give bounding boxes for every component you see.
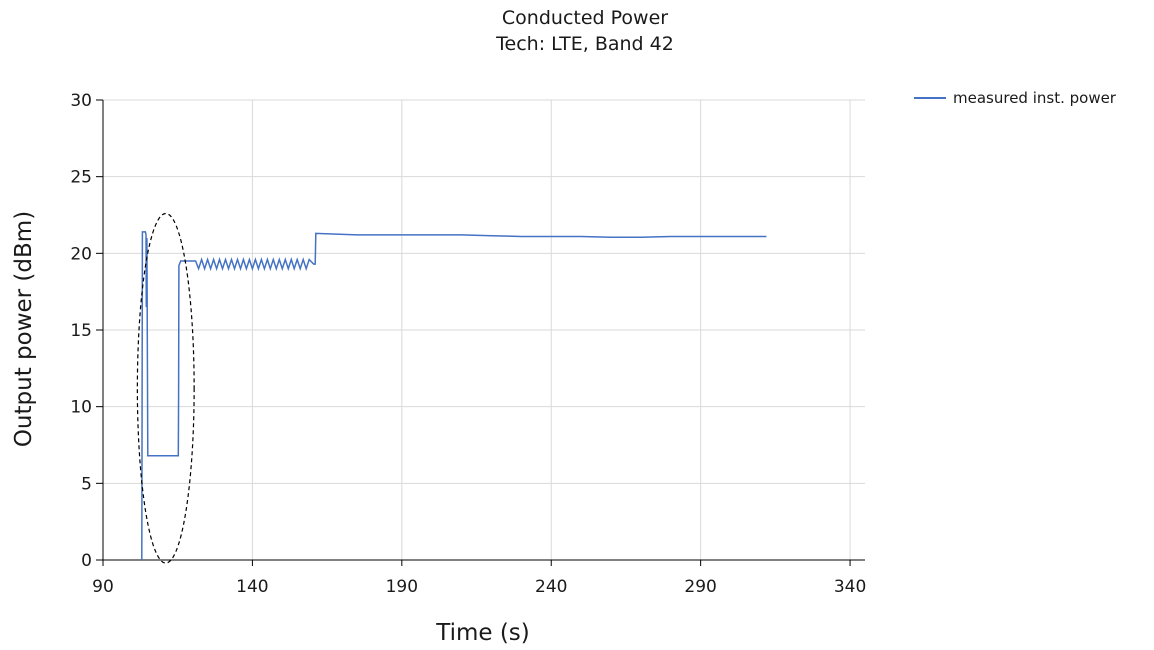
grid xyxy=(103,99,865,560)
x-tick-label: 90 xyxy=(92,577,114,597)
y-tick-label: 0 xyxy=(81,551,92,571)
chart-title: Conducted Power xyxy=(502,7,668,29)
annotation-layer xyxy=(136,212,195,564)
annotation-ellipse xyxy=(136,212,195,564)
x-tick-label: 190 xyxy=(386,577,418,597)
tick-labels: 0 5 10 15 20 25 30 90 140 190 240 290 340 xyxy=(70,91,866,597)
y-tick-label: 25 xyxy=(70,168,92,188)
x-tick-label: 240 xyxy=(535,577,567,597)
x-tick-label: 290 xyxy=(684,577,716,597)
legend: measured inst. power xyxy=(914,89,1117,107)
x-tick-label: 340 xyxy=(834,577,866,597)
axes xyxy=(96,99,865,566)
y-tick-label: 10 xyxy=(70,398,92,418)
y-tick-label: 30 xyxy=(70,91,92,111)
chart-subtitle: Tech: LTE, Band 42 xyxy=(495,33,674,55)
y-tick-label: 20 xyxy=(70,244,92,264)
series-layer xyxy=(141,231,767,561)
legend-label: measured inst. power xyxy=(953,89,1117,107)
y-axis-label: Output power (dBm) xyxy=(11,211,37,447)
x-tick-label: 140 xyxy=(236,577,268,597)
y-tick-label: 5 xyxy=(81,474,92,494)
y-tick-label: 15 xyxy=(70,321,92,341)
series-line xyxy=(141,231,767,561)
x-axis-label: Time (s) xyxy=(435,620,530,646)
